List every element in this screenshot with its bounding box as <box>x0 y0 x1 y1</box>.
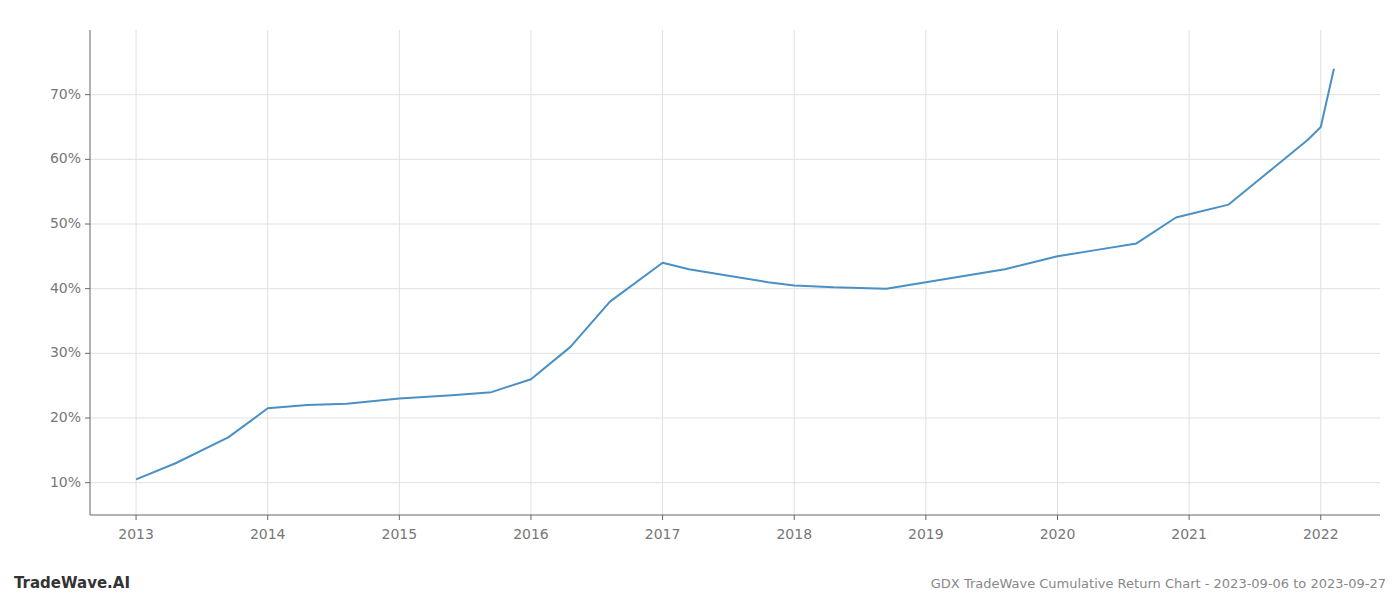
plot-area <box>136 69 1334 480</box>
grid-line <box>399 30 400 515</box>
watermark: TradeWave.AI <box>14 574 130 592</box>
tick-label: 2019 <box>908 526 944 542</box>
grid-line <box>90 353 1380 354</box>
tick-mark <box>136 515 137 520</box>
tick-mark <box>85 159 90 160</box>
grid-line <box>90 482 1380 483</box>
grid-line <box>1189 30 1190 515</box>
grid-line <box>925 30 926 515</box>
tick-mark <box>662 515 663 520</box>
grid-line <box>662 30 663 515</box>
tick-mark <box>85 418 90 419</box>
grid-line <box>1320 30 1321 515</box>
tick-label: 2018 <box>776 526 812 542</box>
grid-line <box>530 30 531 515</box>
grid-line <box>794 30 795 515</box>
tick-label: 2022 <box>1303 526 1339 542</box>
tick-mark <box>267 515 268 520</box>
tick-mark <box>530 515 531 520</box>
grid-line <box>267 30 268 515</box>
title: GDX TradeWave Cumulative Return Chart - … <box>931 576 1386 591</box>
tick-label: 2013 <box>118 526 154 542</box>
axes: 10% 20% 30% 40% 50% 60% 70% 2013 2014 2015 2016 201… <box>50 30 1380 542</box>
tick-label: 2021 <box>1171 526 1207 542</box>
tick-label: 40% <box>50 280 81 296</box>
tick-label: 10% <box>50 474 81 490</box>
line <box>136 69 1334 480</box>
tick-label: 2014 <box>250 526 286 542</box>
tick-label: 70% <box>50 86 81 102</box>
tick-label: 60% <box>50 150 81 166</box>
tick-mark <box>85 94 90 95</box>
grid-line <box>90 224 1380 225</box>
tick-mark <box>1057 515 1058 520</box>
grid-line <box>90 159 1380 160</box>
tick-mark <box>85 353 90 354</box>
tick-label: 30% <box>50 344 81 360</box>
tick-label: 2017 <box>645 526 681 542</box>
x-axis-line <box>90 515 1380 516</box>
tick-mark <box>1320 515 1321 520</box>
tick-mark <box>399 515 400 520</box>
grid-line <box>90 94 1380 95</box>
tick-label: 20% <box>50 409 81 425</box>
tick-label: 2016 <box>513 526 549 542</box>
tick-label: 2015 <box>382 526 418 542</box>
tick-label: 50% <box>50 215 81 231</box>
y-axis-line <box>90 30 91 515</box>
tick-mark <box>925 515 926 520</box>
tick-mark <box>85 288 90 289</box>
grid-line <box>90 418 1380 419</box>
grid-line <box>90 288 1380 289</box>
tick-mark <box>85 482 90 483</box>
chart: 10% 20% 30% 40% 50% 60% 70% 2013 2014 2015 2016 201… <box>0 0 1400 600</box>
grid <box>90 30 1380 515</box>
tick-label: 2020 <box>1040 526 1076 542</box>
tick-mark <box>1189 515 1190 520</box>
grid-line <box>1057 30 1058 515</box>
grid-line <box>136 30 137 515</box>
tick-mark <box>85 224 90 225</box>
tick-mark <box>794 515 795 520</box>
